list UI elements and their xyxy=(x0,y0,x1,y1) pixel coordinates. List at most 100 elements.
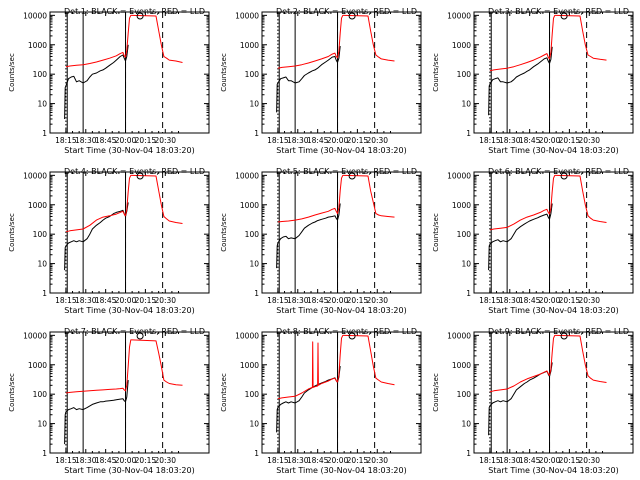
x-tick-label: 20:00 xyxy=(327,296,349,305)
x-tick-label: 20:15 xyxy=(559,296,581,305)
x-tick-label: 18:45 xyxy=(95,136,117,145)
x-tick-label: 18:30 xyxy=(287,296,309,305)
chart-title: Det 3: BLACK = Events, RED = LLD xyxy=(488,7,629,16)
y-axis-label: Counts/sec xyxy=(432,53,440,92)
events-series-line xyxy=(276,46,341,113)
event-marker-circle xyxy=(348,332,356,340)
y-tick-label: 1000 xyxy=(28,361,47,370)
x-tick-label: 18:45 xyxy=(307,296,329,305)
chart-panel: Det 3: BLACK = Events, RED = LLD 1 10 100 10… xyxy=(432,7,634,155)
plot-frame xyxy=(49,331,210,454)
x-tick-label: 20:15 xyxy=(559,456,581,465)
y-tick-label: 1 xyxy=(466,289,471,298)
y-axis-label: Counts/sec xyxy=(8,213,16,252)
x-tick-label: 20:15 xyxy=(135,456,157,465)
x-tick-label: 18:45 xyxy=(519,136,541,145)
event-marker-circle xyxy=(560,172,568,180)
event-marker-circle xyxy=(136,12,144,20)
x-tick-label: 18:15 xyxy=(55,136,77,145)
y-tick-label: 10 xyxy=(461,420,471,429)
y-tick-label: 10000 xyxy=(23,171,47,180)
x-tick-label: 20:00 xyxy=(539,296,561,305)
x-tick-label: 18:15 xyxy=(55,296,77,305)
y-tick-label: 10000 xyxy=(447,11,471,20)
x-tick-label: 18:45 xyxy=(307,136,329,145)
lld-series-line xyxy=(65,14,183,68)
y-tick-label: 1 xyxy=(42,449,47,458)
events-series-line xyxy=(276,203,341,269)
y-tick-label: 1000 xyxy=(452,361,471,370)
x-axis-label: Start Time (30-Nov-04 18:03:20) xyxy=(64,466,194,475)
events-series-line xyxy=(64,44,129,120)
lld-series-line xyxy=(489,334,607,393)
chart-panel: Det 5: BLACK = Events, RED = LLD 1 10 100 10… xyxy=(220,167,422,315)
x-tick-label: 18:15 xyxy=(479,456,501,465)
x-tick-label: 18:15 xyxy=(267,296,289,305)
y-tick-label: 1000 xyxy=(240,201,259,210)
y-tick-label: 1000 xyxy=(28,41,47,50)
lld-series-line xyxy=(277,334,395,400)
x-tick-label: 20:30 xyxy=(578,456,600,465)
chart-title: Det 7: BLACK = Events, RED = LLD xyxy=(64,327,205,336)
plot-frame xyxy=(261,11,422,134)
x-tick-label: 20:00 xyxy=(115,136,137,145)
x-tick-label: 18:30 xyxy=(287,456,309,465)
x-tick-label: 18:45 xyxy=(519,296,541,305)
y-tick-label: 10 xyxy=(249,260,259,269)
events-series-line xyxy=(488,203,553,271)
x-tick-label: 18:15 xyxy=(479,296,501,305)
y-tick-label: 10 xyxy=(37,260,47,269)
y-tick-label: 1000 xyxy=(28,201,47,210)
plot-frame xyxy=(473,171,634,294)
x-tick-label: 18:30 xyxy=(499,456,521,465)
lld-series-line xyxy=(277,14,395,69)
event-marker-circle xyxy=(560,332,568,340)
y-tick-label: 100 xyxy=(457,230,472,239)
y-tick-label: 100 xyxy=(33,230,48,239)
plot-frame xyxy=(473,11,634,134)
events-series-line xyxy=(488,46,553,116)
plot-frame xyxy=(261,171,422,294)
x-tick-label: 20:15 xyxy=(347,296,369,305)
y-tick-label: 1 xyxy=(254,289,259,298)
y-tick-label: 1000 xyxy=(240,361,259,370)
y-tick-label: 100 xyxy=(457,390,472,399)
y-tick-label: 1000 xyxy=(240,41,259,50)
chart-panel: Det 1: BLACK = Events, RED = LLD 1 10 100 10… xyxy=(8,7,210,155)
lld-series-line xyxy=(489,14,607,72)
lld-series-line xyxy=(65,339,183,394)
x-tick-label: 18:45 xyxy=(95,456,117,465)
y-tick-label: 10 xyxy=(249,100,259,109)
y-tick-label: 1 xyxy=(254,129,259,138)
chart-panel: Det 7: BLACK = Events, RED = LLD 1 10 100 10… xyxy=(8,327,210,475)
x-tick-label: 20:30 xyxy=(154,136,176,145)
y-tick-label: 10000 xyxy=(23,331,47,340)
y-tick-label: 10 xyxy=(37,100,47,109)
x-axis-label: Start Time (30-Nov-04 18:03:20) xyxy=(276,466,406,475)
y-tick-label: 10000 xyxy=(235,331,259,340)
x-tick-label: 20:15 xyxy=(347,136,369,145)
lld-series-line xyxy=(65,174,183,233)
x-tick-label: 18:15 xyxy=(55,456,77,465)
events-series-line xyxy=(64,380,129,445)
y-tick-label: 1000 xyxy=(452,201,471,210)
x-tick-label: 18:30 xyxy=(75,296,97,305)
y-tick-label: 10000 xyxy=(447,331,471,340)
lld-series-line xyxy=(277,174,395,223)
y-tick-label: 10000 xyxy=(23,11,47,20)
chart-panel: Det 4: BLACK = Events, RED = LLD 1 10 100 10… xyxy=(8,167,210,315)
x-tick-label: 20:00 xyxy=(327,456,349,465)
events-series-line xyxy=(64,202,129,271)
y-tick-label: 100 xyxy=(245,230,260,239)
x-tick-label: 20:30 xyxy=(578,136,600,145)
y-tick-label: 100 xyxy=(33,70,48,79)
y-axis-label: Counts/sec xyxy=(432,213,440,252)
x-tick-label: 20:15 xyxy=(559,136,581,145)
chart-title: Det 2: BLACK = Events, RED = LLD xyxy=(276,7,417,16)
x-tick-label: 18:45 xyxy=(519,456,541,465)
y-tick-label: 1 xyxy=(254,449,259,458)
y-axis-label: Counts/sec xyxy=(220,373,228,412)
x-tick-label: 20:15 xyxy=(135,296,157,305)
y-tick-label: 1 xyxy=(466,449,471,458)
